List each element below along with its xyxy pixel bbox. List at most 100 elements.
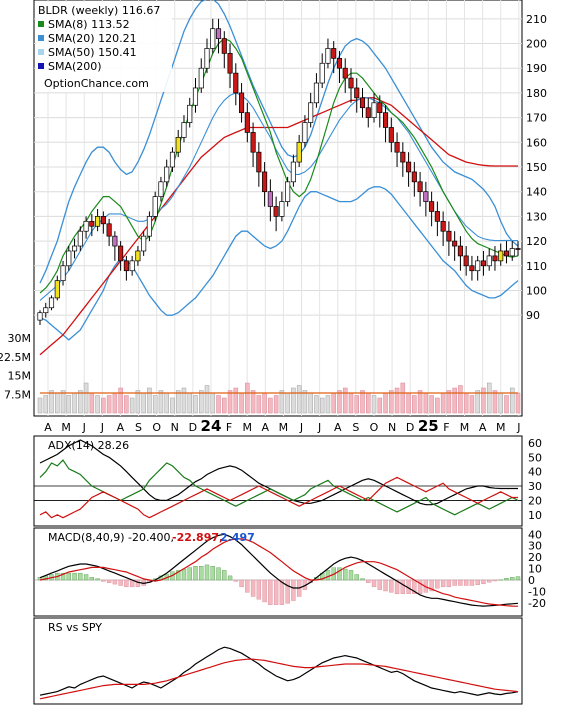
macd-line-signal (39, 538, 519, 607)
candle-body (296, 141, 302, 163)
macd-histogram-bar (377, 579, 382, 590)
volume-bar (325, 395, 331, 414)
sma20-line (39, 92, 518, 301)
candle-body (135, 250, 141, 262)
candle-body (106, 223, 112, 237)
volume-bar (256, 395, 262, 414)
volume-bar (95, 395, 100, 414)
macd-histogram-bar (492, 579, 498, 582)
macd-histogram-bar (72, 572, 77, 581)
volume-bar (43, 395, 49, 414)
volume-bar (429, 395, 434, 414)
volume-bar (314, 395, 319, 414)
x-tick-label: A (44, 421, 52, 434)
macd-histogram-bar (279, 579, 285, 605)
macd-histogram-bar (239, 579, 244, 588)
watermark: OptionChance.com (44, 77, 149, 90)
macd-histogram-bar (429, 579, 434, 592)
adx-tick-label: 50 (528, 451, 542, 464)
candle-body (377, 102, 383, 114)
macd-histogram-bar (95, 578, 100, 581)
volume-bar (124, 395, 129, 414)
candle-body (66, 250, 72, 267)
legend-swatch-sma50 (38, 49, 44, 55)
candle-body (469, 265, 475, 272)
macd-histogram-bar (262, 579, 267, 603)
macd-histogram-bar (135, 579, 141, 588)
macd-histogram-bar (78, 572, 83, 581)
candle-body (290, 161, 296, 183)
macd-histogram-bar (498, 579, 503, 581)
volume-bar (389, 390, 394, 414)
candle-body (43, 307, 49, 314)
macd-line-macd (39, 533, 519, 607)
macd-histogram-bar (400, 579, 406, 594)
volume-bar (417, 390, 423, 414)
price-tick-label: 90 (526, 309, 540, 322)
macd-histogram-bar (187, 567, 192, 581)
candle-body (492, 255, 498, 262)
x-tick-label: O (370, 421, 379, 434)
x-tick-label: J (299, 421, 303, 434)
macd-histogram-bar (440, 579, 446, 588)
macd-histogram-bar (515, 576, 521, 581)
volume-bar (463, 392, 469, 414)
macd-histogram-bar (394, 579, 400, 594)
candle-body (480, 260, 486, 267)
x-tick-label: 24 (201, 417, 222, 435)
candle-body (250, 132, 256, 153)
candle-body (77, 230, 83, 247)
x-tick-label: F (226, 421, 232, 434)
volume-bars (37, 382, 521, 414)
volume-bar (222, 397, 227, 414)
candle-body (319, 62, 325, 84)
volume-bar (216, 395, 221, 414)
candle-body (331, 48, 337, 59)
volume-tick-label: 15M (8, 370, 32, 383)
macd-tick-label: 30 (528, 540, 542, 553)
volume-bar (239, 392, 244, 414)
candle-body (359, 97, 366, 109)
volume-bar (337, 390, 342, 414)
macd-histogram-bar (106, 579, 112, 583)
candle-body (406, 161, 412, 173)
volume-bar (37, 397, 43, 414)
macd-histogram-bar (285, 579, 290, 604)
legend-sma8: SMA(8) 113.52 (48, 18, 130, 31)
macd-histogram-bar (256, 579, 262, 600)
legend-swatch-sma20 (38, 35, 44, 41)
macd-histogram-bar (216, 567, 221, 581)
macd-histogram-bar (250, 579, 256, 597)
legend-sma20: SMA(20) 120.21 (48, 32, 137, 45)
price-tick-label: 200 (526, 38, 547, 51)
rs-line-rs (39, 646, 519, 696)
volume-bar (481, 387, 486, 414)
x-tick-label: M (242, 421, 252, 434)
volume-bar (135, 390, 141, 414)
macd-histogram-bar (89, 577, 95, 581)
x-tick-label: S (135, 421, 142, 434)
volume-bar (279, 390, 285, 414)
volume-bar (509, 387, 515, 414)
price-tick-label: 100 (526, 284, 547, 297)
macd-label-prefix: MACD(8,40,9) -20.400, (48, 531, 174, 544)
adx-tick-label: 30 (528, 480, 542, 493)
macd-tick-label: 20 (528, 551, 542, 564)
candle-body (285, 181, 291, 202)
volume-bar (89, 392, 95, 414)
candle-body (118, 245, 124, 262)
macd-histogram-bar (204, 564, 210, 581)
macd-histogram-bar (417, 579, 423, 594)
price-tick-label: 210 (526, 13, 547, 26)
price-tick-label: 120 (526, 235, 547, 248)
candle-body (164, 166, 170, 183)
candle-body (411, 171, 417, 183)
volume-bar (72, 392, 77, 414)
volume-bar (245, 382, 250, 414)
candle-body (308, 102, 314, 123)
macd-histogram-bar (273, 579, 279, 605)
price-tick-label: 180 (526, 87, 547, 100)
adx-tick-label: 60 (528, 437, 542, 450)
